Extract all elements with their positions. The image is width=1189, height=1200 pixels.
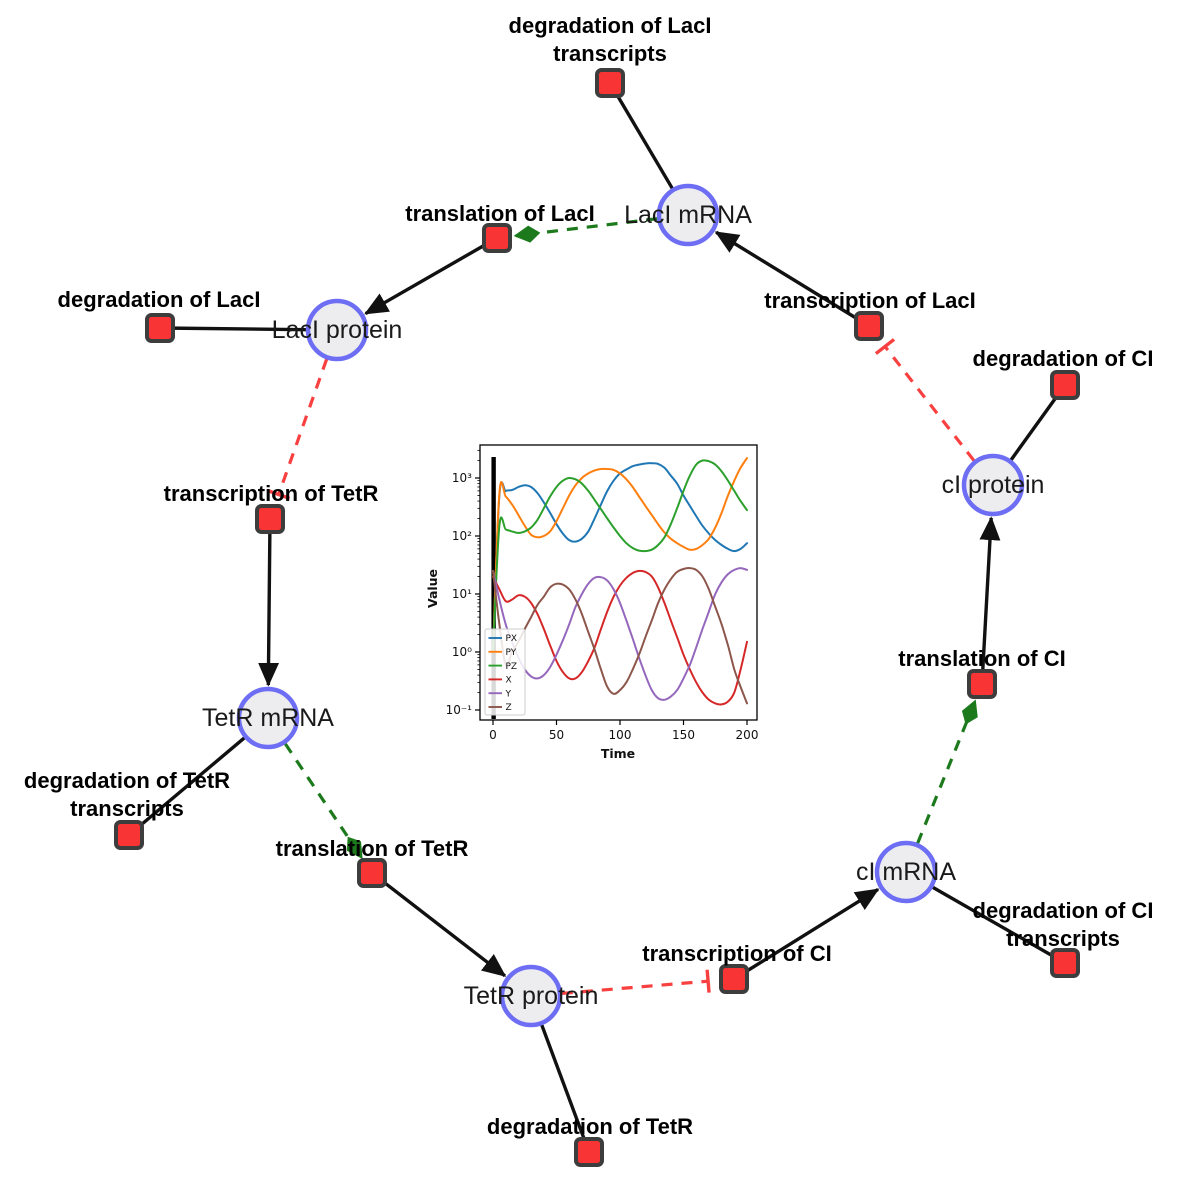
reaction-label-trans-ci: translation of CI <box>898 646 1065 671</box>
species-node-tetr-mrna <box>236 686 300 750</box>
y-tick-label: 10⁰ <box>452 645 472 659</box>
species-label-ci-mrna: cI mRNA <box>856 858 956 886</box>
x-tick-label: 200 <box>736 728 759 742</box>
species-node-laci-mrna <box>656 183 720 247</box>
series-px <box>492 462 748 653</box>
species-nodes-layer <box>236 183 1025 1028</box>
x-tick-label: 150 <box>672 728 695 742</box>
series-py <box>492 457 748 653</box>
reaction-label-deg-tetr-tx: degradation of TetR transcripts <box>24 768 230 821</box>
species-label-laci-protein: LacI protein <box>272 316 403 344</box>
species-label-ci-protein: cI protein <box>942 471 1045 499</box>
legend-label-px: PX <box>506 634 518 644</box>
reaction-label-tx-laci: transcription of LacI <box>764 288 975 313</box>
edge-laci-mrna-to-deg-laci-tx <box>608 82 674 190</box>
legend-label-z: Z <box>506 703 512 713</box>
species-label-tetr-protein: TetR protein <box>464 982 599 1010</box>
edges-layer <box>127 82 1067 1153</box>
chart-frame <box>479 444 758 721</box>
edge-tx-tetr-to-tetr-mrna <box>258 518 280 687</box>
edge-tetr-protein-to-deg-tetr <box>540 1024 591 1153</box>
edge-tetr-mrna-to-trans-tetr <box>283 742 363 860</box>
reaction-node-trans-laci <box>482 223 512 253</box>
x-axis-label: Time <box>601 746 635 761</box>
x-tick-label: 0 <box>489 728 497 742</box>
series-x <box>492 569 748 706</box>
legend-label-py: PY <box>506 648 517 658</box>
edge-laci-mrna-to-trans-laci <box>513 217 658 243</box>
reaction-node-deg-ci <box>1050 370 1080 400</box>
x-tick-label: 50 <box>549 728 564 742</box>
y-tick-label: 10¹ <box>452 587 472 601</box>
edge-laci-protein-to-deg-laci <box>159 326 307 332</box>
y-tick-label: 10³ <box>452 471 472 485</box>
edge-trans-laci-to-laci-protein <box>364 236 498 316</box>
series-z <box>492 567 748 705</box>
edge-ci-mrna-to-deg-ci-tx <box>932 885 1066 965</box>
reaction-node-tx-tetr <box>255 504 285 534</box>
reaction-node-trans-ci <box>967 669 997 699</box>
y-tick-label: 10⁻¹ <box>446 703 473 717</box>
reaction-label-deg-ci: degradation of CI <box>973 346 1154 371</box>
y-tick-label: 10² <box>452 529 472 543</box>
series-y <box>492 567 748 701</box>
reaction-node-deg-ci-tx <box>1050 948 1080 978</box>
edge-ci-protein-to-tx-laci <box>883 345 976 462</box>
reaction-label-deg-laci-tx: degradation of LacI transcripts <box>509 13 712 66</box>
reaction-node-deg-laci-tx <box>595 68 625 98</box>
reaction-node-deg-tetr-tx <box>114 820 144 850</box>
edge-tetr-protein-to-tx-ci <box>561 979 709 996</box>
reaction-node-tx-laci <box>854 311 884 341</box>
reaction-label-trans-tetr: translation of TetR <box>276 836 469 861</box>
series-pz <box>492 459 748 653</box>
edge-laci-protein-to-tx-tetr-tbar <box>267 489 291 500</box>
edge-trans-ci-to-ci-protein <box>979 516 1001 685</box>
labels-layer: degradation of LacI transcripts translatio… <box>24 13 1154 1139</box>
reaction-node-trans-tetr <box>357 858 387 888</box>
species-node-laci-protein <box>305 298 369 362</box>
reaction-label-tx-ci: transcription of CI <box>642 941 831 966</box>
species-label-laci-mrna: LacI mRNA <box>624 201 752 229</box>
reaction-label-trans-laci: translation of LacI <box>405 201 594 226</box>
edge-ci-mrna-to-trans-ci <box>916 699 978 844</box>
reaction-node-deg-laci <box>145 313 175 343</box>
edge-tx-laci-to-laci-mrna <box>714 230 870 328</box>
reaction-label-deg-ci-tx: degradation of CI transcripts <box>973 898 1154 951</box>
chart-curves <box>492 457 748 706</box>
species-node-tetr-protein <box>499 964 563 1028</box>
chart-legend: PX PY PZ XYZ <box>484 628 526 716</box>
edge-ci-protein-to-tx-laci-tbar <box>874 338 896 355</box>
legend-label-pz: PZ <box>506 662 518 672</box>
edge-tetr-protein-to-tx-ci-tbar <box>705 969 711 993</box>
reaction-node-tx-ci <box>719 964 749 994</box>
reaction-label-deg-laci: degradation of LacI <box>58 287 261 312</box>
reaction-node-deg-tetr <box>574 1137 604 1167</box>
edge-trans-tetr-to-tetr-protein <box>370 871 507 978</box>
legend-label-x: X <box>506 676 512 686</box>
reaction-nodes-layer <box>114 68 1080 1167</box>
species-node-ci-protein <box>961 453 1025 517</box>
species-label-tetr-mrna: TetR mRNA <box>202 704 334 732</box>
edge-laci-protein-to-tx-tetr <box>277 358 329 496</box>
edge-tetr-mrna-to-deg-tetr-tx <box>127 736 246 837</box>
y-axis-label: Value <box>425 569 440 608</box>
legend-label-y: Y <box>505 689 512 699</box>
reaction-label-deg-tetr: degradation of TetR <box>487 1114 693 1139</box>
edge-tx-ci-to-ci-mrna <box>733 887 880 981</box>
species-node-ci-mrna <box>874 840 938 904</box>
x-tick-label: 100 <box>609 728 632 742</box>
reaction-label-tx-tetr: transcription of TetR <box>164 481 379 506</box>
